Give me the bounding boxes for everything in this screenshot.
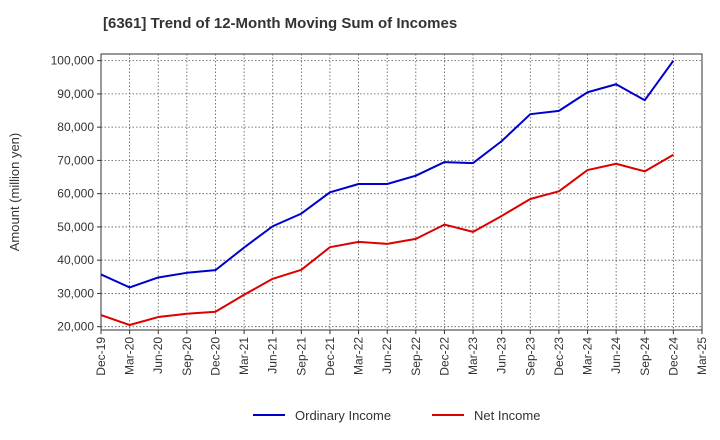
legend: Ordinary Income Net Income	[253, 408, 540, 423]
y-tick-label: 30,000	[57, 286, 94, 300]
y-axis-title: Amount (million yen)	[7, 133, 22, 252]
x-tick-label: Dec-23	[552, 337, 566, 376]
y-tick-label: 90,000	[57, 87, 94, 101]
ordinary-income-legend-label: Ordinary Income	[295, 408, 391, 423]
x-tick-label: Sep-21	[294, 337, 308, 376]
ordinary-income-line	[100, 60, 675, 289]
y-tick-label: 100,000	[51, 54, 95, 68]
tick-labels: Dec-19 Mar-20 Jun-20 Sep-20 Dec-20 Mar-21 Jun-…	[7, 54, 709, 376]
x-tick-label: Jun-23	[495, 337, 509, 374]
plot-frame	[100, 53, 703, 331]
x-tick-label: Jun-22	[380, 337, 394, 374]
x-tick-label: Sep-24	[638, 337, 652, 376]
net-income-line	[100, 153, 674, 327]
x-tick-label: Sep-23	[523, 337, 537, 376]
x-tick-label: Jun-24	[609, 337, 623, 374]
x-tick-label: Mar-25	[695, 337, 709, 375]
chart-title: [6361] Trend of 12-Month Moving Sum of I…	[103, 15, 458, 32]
x-tick-label: Mar-23	[466, 337, 480, 375]
x-tick-label: Mar-20	[123, 337, 137, 375]
y-tick-label: 40,000	[57, 253, 94, 267]
x-tick-label: Dec-20	[208, 337, 222, 376]
x-tick-label: Dec-19	[94, 337, 108, 376]
series-lines	[100, 60, 675, 327]
x-tick-label: Mar-21	[237, 337, 251, 375]
x-tick-label: Sep-20	[180, 337, 194, 376]
grid-lines	[101, 54, 702, 330]
y-tick-label: 70,000	[57, 153, 94, 167]
y-tick-label: 50,000	[57, 220, 94, 234]
x-tick-label: Mar-22	[352, 337, 366, 375]
x-tick-label: Jun-20	[151, 337, 165, 374]
y-tick-label: 20,000	[57, 320, 94, 334]
x-tick-label: Dec-21	[323, 337, 337, 376]
x-tick-label: Jun-21	[266, 337, 280, 374]
x-tick-label: Dec-24	[666, 337, 680, 376]
x-tick-label: Sep-22	[409, 337, 423, 376]
net-income-legend-label: Net Income	[474, 408, 540, 423]
axes	[97, 53, 703, 334]
x-tick-label: Dec-22	[437, 337, 451, 376]
x-tick-label: Mar-24	[581, 337, 595, 375]
y-tick-label: 80,000	[57, 120, 94, 134]
y-tick-label: 60,000	[57, 187, 94, 201]
